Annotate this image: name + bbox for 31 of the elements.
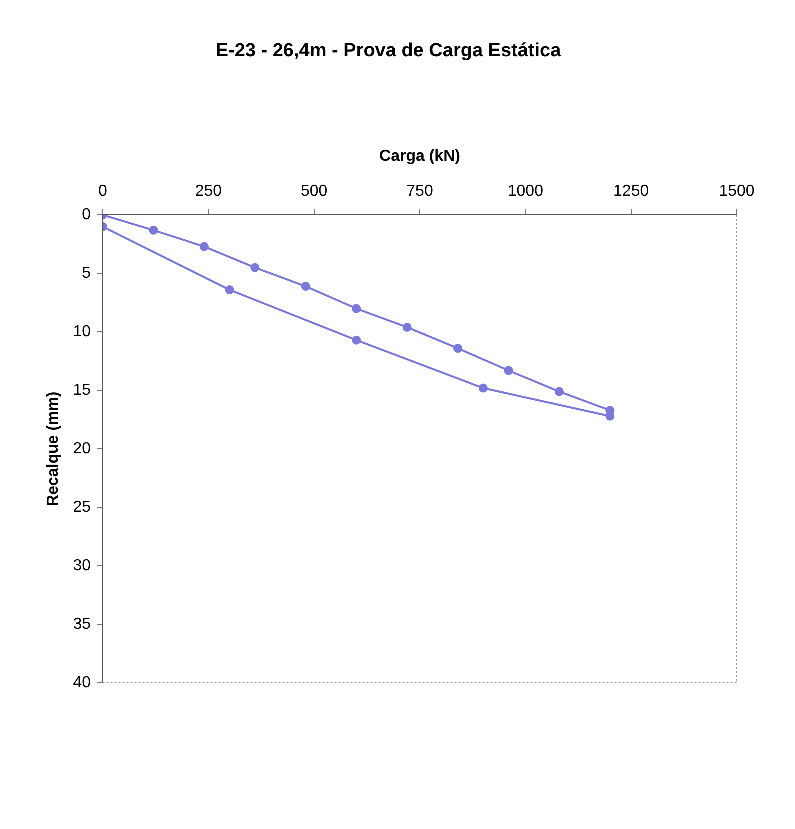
x-tick-label: 1250 — [614, 183, 650, 200]
x-tick-label: 250 — [195, 183, 222, 200]
point — [301, 282, 310, 292]
x-tick-label: 500 — [300, 183, 328, 200]
y-tick-label: 40 — [73, 674, 92, 692]
point — [402, 322, 412, 332]
x-tick-label: 1500 — [719, 183, 755, 200]
chart-title: E-23 - 26,4m - Prova de Carga Estática — [216, 40, 562, 62]
point — [225, 286, 234, 295]
x-tick-label: 1000 — [508, 183, 544, 200]
point — [554, 387, 564, 396]
y-tick-label: 20 — [73, 440, 92, 458]
y-tick-label: 10 — [73, 324, 92, 341]
y-tick-label: 5 — [82, 265, 92, 282]
x-tick-label: 750 — [406, 183, 434, 200]
point — [504, 366, 514, 376]
y-axis-title: Recalque (mm) — [45, 392, 62, 506]
point — [352, 336, 362, 345]
y-tick-label: 0 — [82, 206, 92, 224]
y-tick-label: 30 — [73, 557, 92, 574]
point — [149, 226, 158, 235]
x-tick-label: 0 — [98, 183, 108, 200]
point — [454, 344, 463, 354]
y-tick-label: 25 — [73, 498, 92, 516]
point — [352, 304, 362, 314]
point — [250, 263, 260, 272]
y-tick-label: 15 — [73, 382, 92, 400]
y-tick-label: 35 — [73, 616, 92, 633]
point — [200, 242, 209, 252]
x-axis-title: Carga (kN) — [380, 148, 460, 165]
point — [478, 384, 488, 393]
